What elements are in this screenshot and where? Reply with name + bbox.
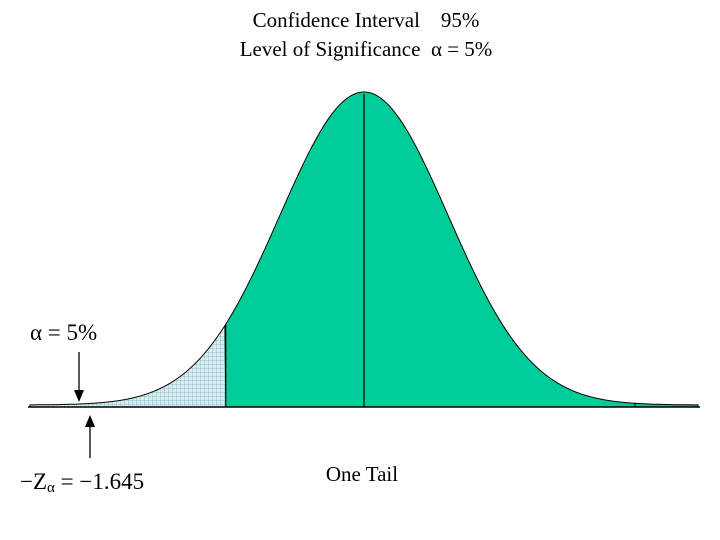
rejection-tail-region <box>29 323 227 408</box>
z-critical-label: −Zα = −1.645 <box>20 469 144 496</box>
right-tail-segment <box>634 402 699 408</box>
alpha-label: α = 5% <box>30 320 97 345</box>
title-line-2: Level of Significance α = 5% <box>240 37 493 61</box>
z-subscript: α <box>47 480 55 496</box>
z-suffix: = −1.645 <box>55 469 144 494</box>
acceptance-region <box>225 91 636 408</box>
z-arrow-head-icon <box>85 415 95 427</box>
alpha-arrow-head-icon <box>74 390 84 402</box>
tail-label: One Tail <box>326 462 398 486</box>
z-prefix: −Z <box>20 469 47 494</box>
title-line-1: Confidence Interval 95% <box>253 8 480 32</box>
